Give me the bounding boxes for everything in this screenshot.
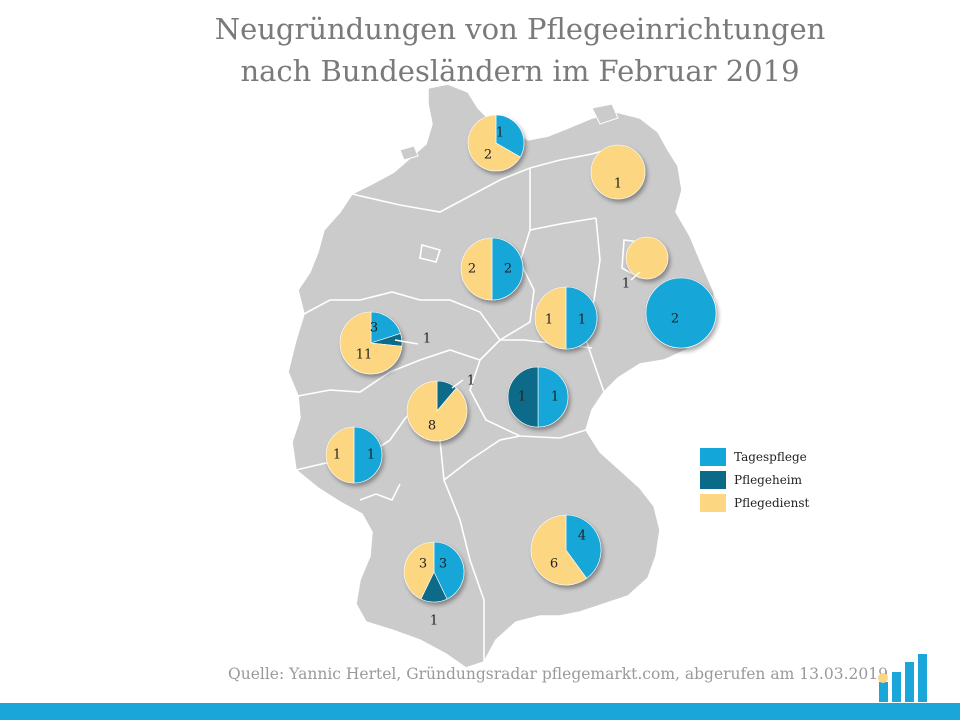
pie-6-label-tagespflege: 1 bbox=[578, 313, 586, 328]
pie-11-slice-pflegedienst bbox=[530, 514, 587, 586]
pflegemarkt-logo bbox=[878, 654, 927, 702]
pie-7-label-tagespflege: 3 bbox=[370, 321, 378, 336]
pie-6 bbox=[534, 286, 598, 350]
pie-9-slice-tagespflege bbox=[537, 366, 569, 428]
pie-8-label-pflegeheim: 1 bbox=[467, 374, 475, 389]
pie-3-label-tagespflege: 2 bbox=[504, 262, 512, 277]
pie-3-slice-pflegedienst bbox=[460, 237, 493, 301]
pie-3-slice-tagespflege bbox=[491, 237, 524, 301]
pie-9-label-tagespflege: 1 bbox=[551, 390, 559, 405]
pie-6-slice-pflegedienst bbox=[534, 286, 567, 350]
legend-item-pflegedienst: Pflegedienst bbox=[700, 492, 809, 514]
pie-4 bbox=[625, 236, 669, 280]
pie-10-slice-tagespflege bbox=[353, 426, 383, 484]
pie-12-label-pflegeheim: 1 bbox=[430, 614, 438, 629]
pie-3 bbox=[460, 237, 524, 301]
pie-2 bbox=[590, 144, 646, 200]
pie-7-label-pflegeheim: 1 bbox=[423, 332, 431, 347]
pie-9-slice-pflegeheim bbox=[507, 366, 539, 428]
pie-6-label-pflegedienst: 1 bbox=[545, 313, 553, 328]
pie-7-slice-pflegedienst bbox=[339, 311, 403, 375]
callout-line-berlin bbox=[630, 271, 641, 281]
pie-6-slice-tagespflege bbox=[565, 286, 598, 350]
pie-7-label-pflegedienst: 11 bbox=[356, 348, 373, 363]
source-note: Quelle: Yannic Hertel, Gründungsradar pf… bbox=[228, 665, 888, 683]
pie-4-slice-pflegedienst bbox=[625, 236, 669, 280]
pie-7-slice-tagespflege bbox=[370, 311, 401, 344]
legend-label-pflegedienst: Pflegedienst bbox=[734, 496, 810, 510]
pie-2-slice-pflegedienst bbox=[590, 144, 646, 200]
germany-outline bbox=[287, 83, 717, 669]
pie-12 bbox=[403, 541, 465, 603]
title-line-2: nach Bundesländern im Februar 2019 bbox=[240, 54, 800, 88]
pie-4-label-pflegedienst: 1 bbox=[622, 277, 630, 292]
east-island bbox=[591, 103, 619, 125]
pie-10-slice-pflegedienst bbox=[325, 426, 355, 484]
callout-line-hessen bbox=[451, 379, 464, 389]
pie-9-label-pflegeheim: 1 bbox=[518, 390, 526, 405]
legend-swatch-pflegedienst bbox=[700, 494, 726, 512]
pie-1-label-tagespflege: 1 bbox=[496, 126, 504, 141]
pie-10-label-pflegedienst: 1 bbox=[333, 448, 341, 463]
chart-title: Neugründungen von Pflegeeinrichtungen na… bbox=[160, 8, 880, 92]
legend-item-pflegeheim: Pflegeheim bbox=[700, 469, 809, 491]
legend-swatch-tagespflege bbox=[700, 448, 726, 466]
pie-11-label-pflegedienst: 6 bbox=[550, 557, 558, 572]
pie-8 bbox=[406, 380, 468, 442]
pie-1-slice-tagespflege bbox=[495, 114, 525, 158]
pie-3-label-pflegedienst: 2 bbox=[468, 262, 476, 277]
legend-swatch-pflegeheim bbox=[700, 471, 726, 489]
pie-1-label-pflegedienst: 2 bbox=[484, 148, 492, 163]
legend: Tagespflege Pflegeheim Pflegedienst bbox=[700, 446, 809, 515]
pie-1 bbox=[467, 114, 525, 172]
pie-11-label-tagespflege: 4 bbox=[578, 529, 586, 544]
pie-11-slice-tagespflege bbox=[565, 514, 602, 579]
pie-8-label-pflegedienst: 8 bbox=[428, 419, 436, 434]
pie-12-slice-pflegedienst bbox=[403, 541, 435, 600]
pie-8-slice-pflegedienst bbox=[406, 380, 468, 442]
pie-10-label-tagespflege: 1 bbox=[367, 448, 375, 463]
pie-9 bbox=[507, 366, 569, 428]
north-island bbox=[399, 145, 419, 161]
callout-line-nrw bbox=[394, 339, 419, 345]
pie-5-label-tagespflege: 2 bbox=[671, 312, 679, 327]
pie-5 bbox=[645, 277, 717, 349]
title-line-1: Neugründungen von Pflegeeinrichtungen bbox=[214, 12, 826, 46]
legend-label-tagespflege: Tagespflege bbox=[734, 450, 807, 464]
pie-5-slice-tagespflege bbox=[645, 277, 717, 349]
pie-10 bbox=[325, 426, 383, 484]
pie-7 bbox=[339, 311, 403, 375]
pie-11 bbox=[530, 514, 602, 586]
legend-label-pflegeheim: Pflegeheim bbox=[734, 473, 803, 487]
pie-12-slice-tagespflege bbox=[433, 541, 465, 600]
legend-item-tagespflege: Tagespflege bbox=[700, 446, 809, 468]
pie-2-label-pflegedienst: 1 bbox=[614, 177, 622, 192]
pie-12-label-pflegedienst: 3 bbox=[419, 557, 427, 572]
bottom-accent-bar bbox=[0, 703, 960, 720]
callout-lines bbox=[394, 271, 641, 389]
pie-12-label-tagespflege: 3 bbox=[439, 557, 447, 572]
pie-1-slice-pflegedienst bbox=[467, 114, 521, 172]
